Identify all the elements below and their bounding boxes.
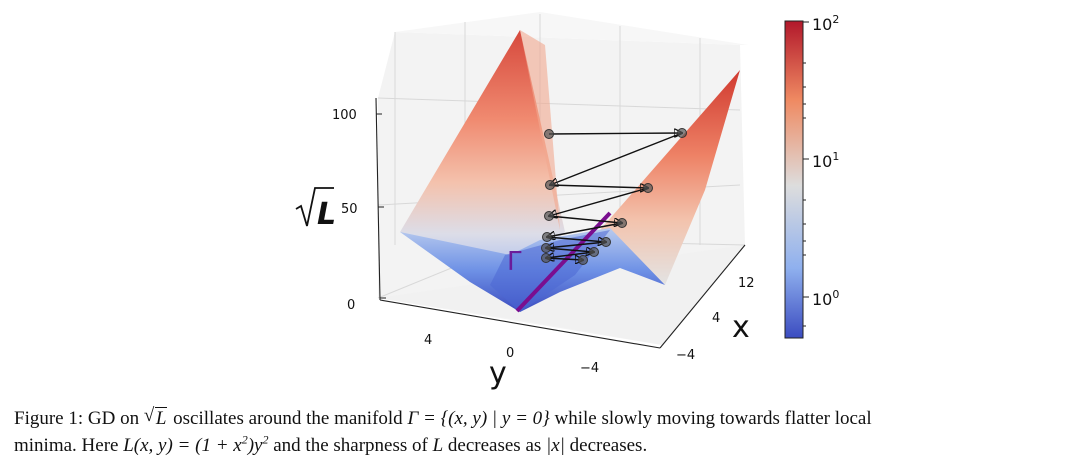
x-tick-12: 12 [738, 276, 755, 291]
caption-line-1: Figure 1: GD on √ L oscillates around the… [14, 405, 1074, 432]
z-tick-100: 100 [332, 108, 357, 123]
y-axis: 4 0 −4 y [424, 333, 599, 391]
gd-trajectory [546, 133, 682, 260]
y-tick-0: 0 [506, 346, 514, 361]
x-axis: 12 4 −4 x [676, 276, 755, 363]
x-axis-label: x [732, 310, 750, 345]
loss-definition: L(x, y) = (1 + x2)y2 [123, 432, 269, 456]
gamma-definition: Γ = {(x, y) | y = 0} [407, 408, 550, 429]
y-tick-neg4: −4 [580, 361, 599, 376]
colorbar-tick-1: 100 [812, 288, 839, 309]
figure-caption: Figure 1: GD on √ L oscillates around the… [14, 405, 1074, 459]
sqrt-symbol: √ L [143, 405, 168, 429]
manifold-label: Γ [507, 247, 522, 277]
y-axis-label: y [489, 356, 507, 391]
z-tick-0: 0 [347, 298, 355, 313]
z-axis-label: L [295, 187, 336, 232]
gd-points [541, 128, 687, 265]
y-tick-4: 4 [424, 333, 432, 348]
x-tick-neg4: −4 [676, 348, 695, 363]
svg-text:L: L [317, 197, 336, 232]
z-axis: 100 50 0 [332, 108, 386, 313]
figure-3d-plot: Γ 100 50 0 [295, 12, 839, 391]
axis-lines [375, 97, 746, 349]
caption-line-2: minima. Here L(x, y) = (1 + x2)y2 and th… [14, 432, 648, 456]
colorbar: 102 101 100 [784, 13, 839, 339]
colorbar-tick-100: 102 [812, 13, 839, 34]
manifold-line [515, 211, 612, 313]
x-tick-4: 4 [712, 311, 720, 326]
z-tick-50: 50 [341, 202, 358, 217]
colorbar-tick-10: 101 [812, 150, 839, 171]
